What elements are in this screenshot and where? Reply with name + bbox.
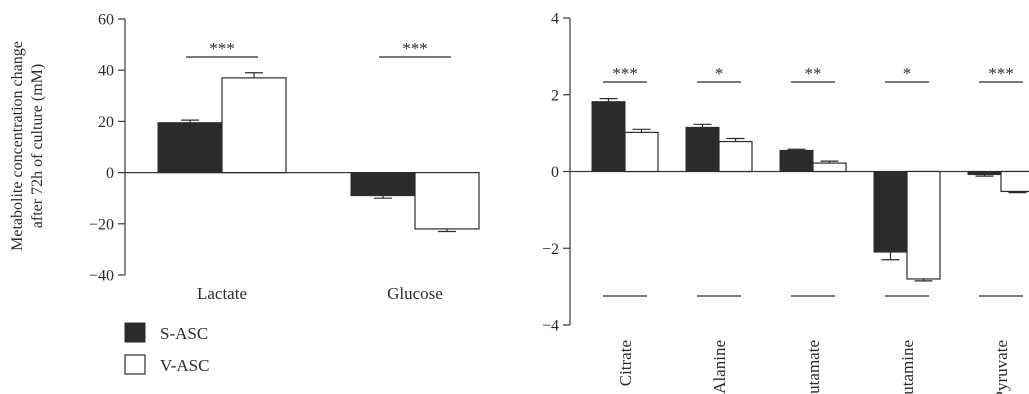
left-bars bbox=[157, 72, 480, 233]
left-y-tick-label: 60 bbox=[98, 12, 114, 29]
right-significance-markers: *** * ** * *** bbox=[603, 64, 1023, 83]
left-y-tick-label: 0 bbox=[106, 165, 114, 182]
right-bars bbox=[591, 97, 1029, 282]
significance-stars-alanine: * bbox=[715, 64, 724, 83]
legend-swatch-v-asc bbox=[124, 354, 146, 375]
bar-glutamine-v-asc bbox=[906, 170, 941, 280]
x-tick-label-citrate: Citrate bbox=[616, 340, 635, 386]
left-y-tick-label: 20 bbox=[98, 114, 114, 131]
bar-pyruvate-v-asc bbox=[1000, 170, 1029, 193]
bar-citrate-s-asc bbox=[591, 101, 626, 172]
left-y-axis-label-line-2: after 72h of culture (mM) bbox=[29, 64, 46, 228]
legend: S-ASC V-ASC bbox=[124, 322, 209, 375]
bar-alanine-s-asc bbox=[685, 126, 720, 172]
x-tick-label-lactate: Lactate bbox=[197, 284, 247, 303]
bar-glucose-s-asc bbox=[350, 172, 416, 197]
x-tick-label-glucose: Glucose bbox=[387, 284, 443, 303]
bar-pyruvate-s-asc bbox=[967, 171, 1002, 176]
bar-lactate-v-asc bbox=[221, 77, 287, 174]
right-x-tick-labels: Citrate Alanine Glutamate Glutamine Pyruvate bbox=[616, 340, 1011, 394]
significance-stars-lactate: *** bbox=[209, 39, 235, 58]
right-y-tick-label: 0 bbox=[551, 164, 559, 181]
bar-glutamate-v-asc bbox=[812, 162, 847, 173]
x-tick-label-glutamate: Glutamate bbox=[804, 340, 823, 394]
legend-swatch-s-asc bbox=[124, 322, 146, 343]
bar-citrate-v-asc bbox=[624, 131, 659, 173]
right-y-tick-label: 2 bbox=[551, 87, 559, 104]
bar-glutamine-s-asc bbox=[873, 171, 908, 253]
left-x-tick-labels: Lactate Glucose bbox=[197, 284, 443, 303]
right-y-tick-label: −2 bbox=[542, 241, 559, 258]
bar-alanine-v-asc bbox=[718, 140, 753, 173]
left-y-tick-label: 40 bbox=[98, 63, 114, 80]
x-tick-label-glutamine: Glutamine bbox=[898, 340, 917, 394]
right-y-tick-label: 4 bbox=[551, 11, 559, 28]
significance-stars-glutamine: * bbox=[903, 64, 912, 83]
bar-lactate-s-asc bbox=[157, 122, 223, 174]
bar-glutamate-s-asc bbox=[779, 149, 814, 173]
significance-stars-pyruvate: *** bbox=[988, 64, 1014, 83]
right-chart: −4 −2 0 2 4 Citrate Alanine Glutamate Glutamine… bbox=[542, 11, 1029, 394]
right-y-tick-label: −4 bbox=[542, 318, 559, 335]
x-tick-label-pyruvate: Pyruvate bbox=[992, 340, 1011, 394]
left-chart: Metabolite concentration change after 72… bbox=[9, 12, 480, 303]
significance-stars-citrate: *** bbox=[612, 64, 638, 83]
left-significance-markers: *** *** bbox=[186, 39, 451, 58]
legend-label-v-asc: V-ASC bbox=[160, 356, 209, 375]
x-tick-label-alanine: Alanine bbox=[710, 340, 729, 394]
significance-stars-glutamate: ** bbox=[805, 64, 822, 83]
left-y-tick-label: −40 bbox=[89, 268, 114, 285]
left-y-tick-label: −20 bbox=[89, 216, 114, 233]
left-y-axis-label-line-1: Metabolite concentration change bbox=[9, 41, 26, 251]
bar-glucose-v-asc bbox=[414, 172, 480, 230]
significance-stars-glucose: *** bbox=[402, 39, 428, 58]
legend-label-s-asc: S-ASC bbox=[160, 324, 208, 343]
right-y-axis: −4 −2 0 2 4 bbox=[542, 11, 1029, 335]
